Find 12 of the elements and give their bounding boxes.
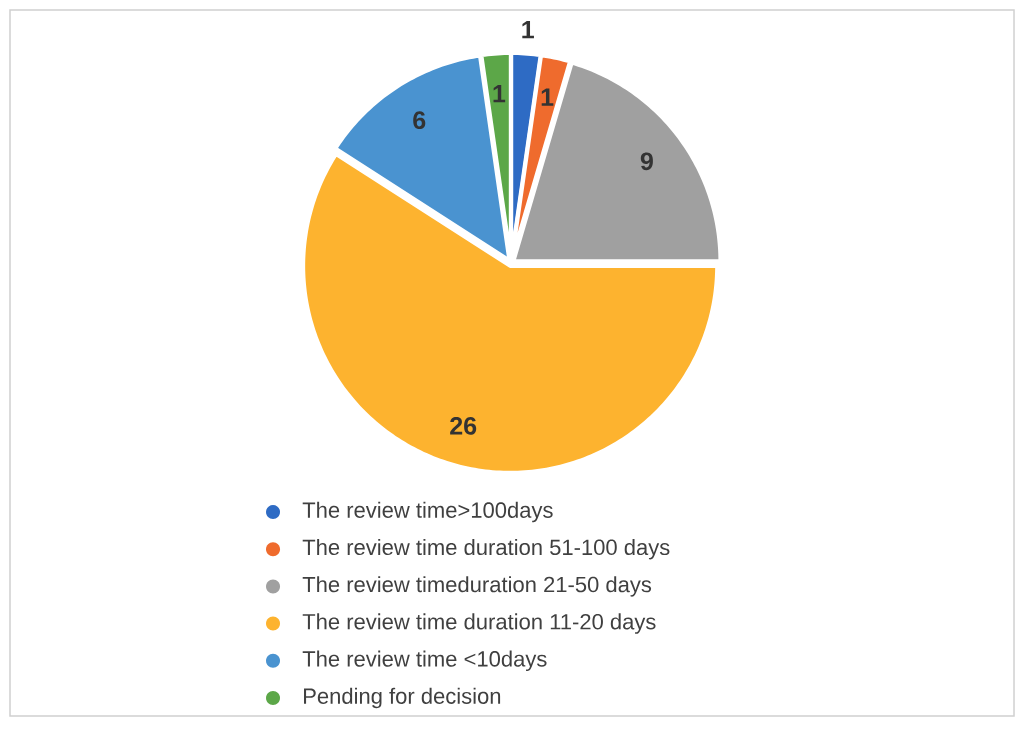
data-label: 1 <box>541 88 554 106</box>
legend-label: The review time <10days <box>302 650 547 672</box>
legend-label: The review timeduration 21-50 days <box>302 576 652 597</box>
legend-label: The review time duration 51-100 days <box>302 538 670 560</box>
legend-label: The review time duration 11-20 days <box>302 613 656 634</box>
legend-label: The review time>100days <box>302 501 553 523</box>
legend-label: Pending for decision <box>304 687 501 709</box>
data-label: 6 <box>413 111 426 130</box>
data-label: 1 <box>493 85 506 103</box>
data-label: 26 <box>450 417 477 435</box>
data-label: 9 <box>640 152 653 171</box>
data-label: 1 <box>522 21 534 39</box>
